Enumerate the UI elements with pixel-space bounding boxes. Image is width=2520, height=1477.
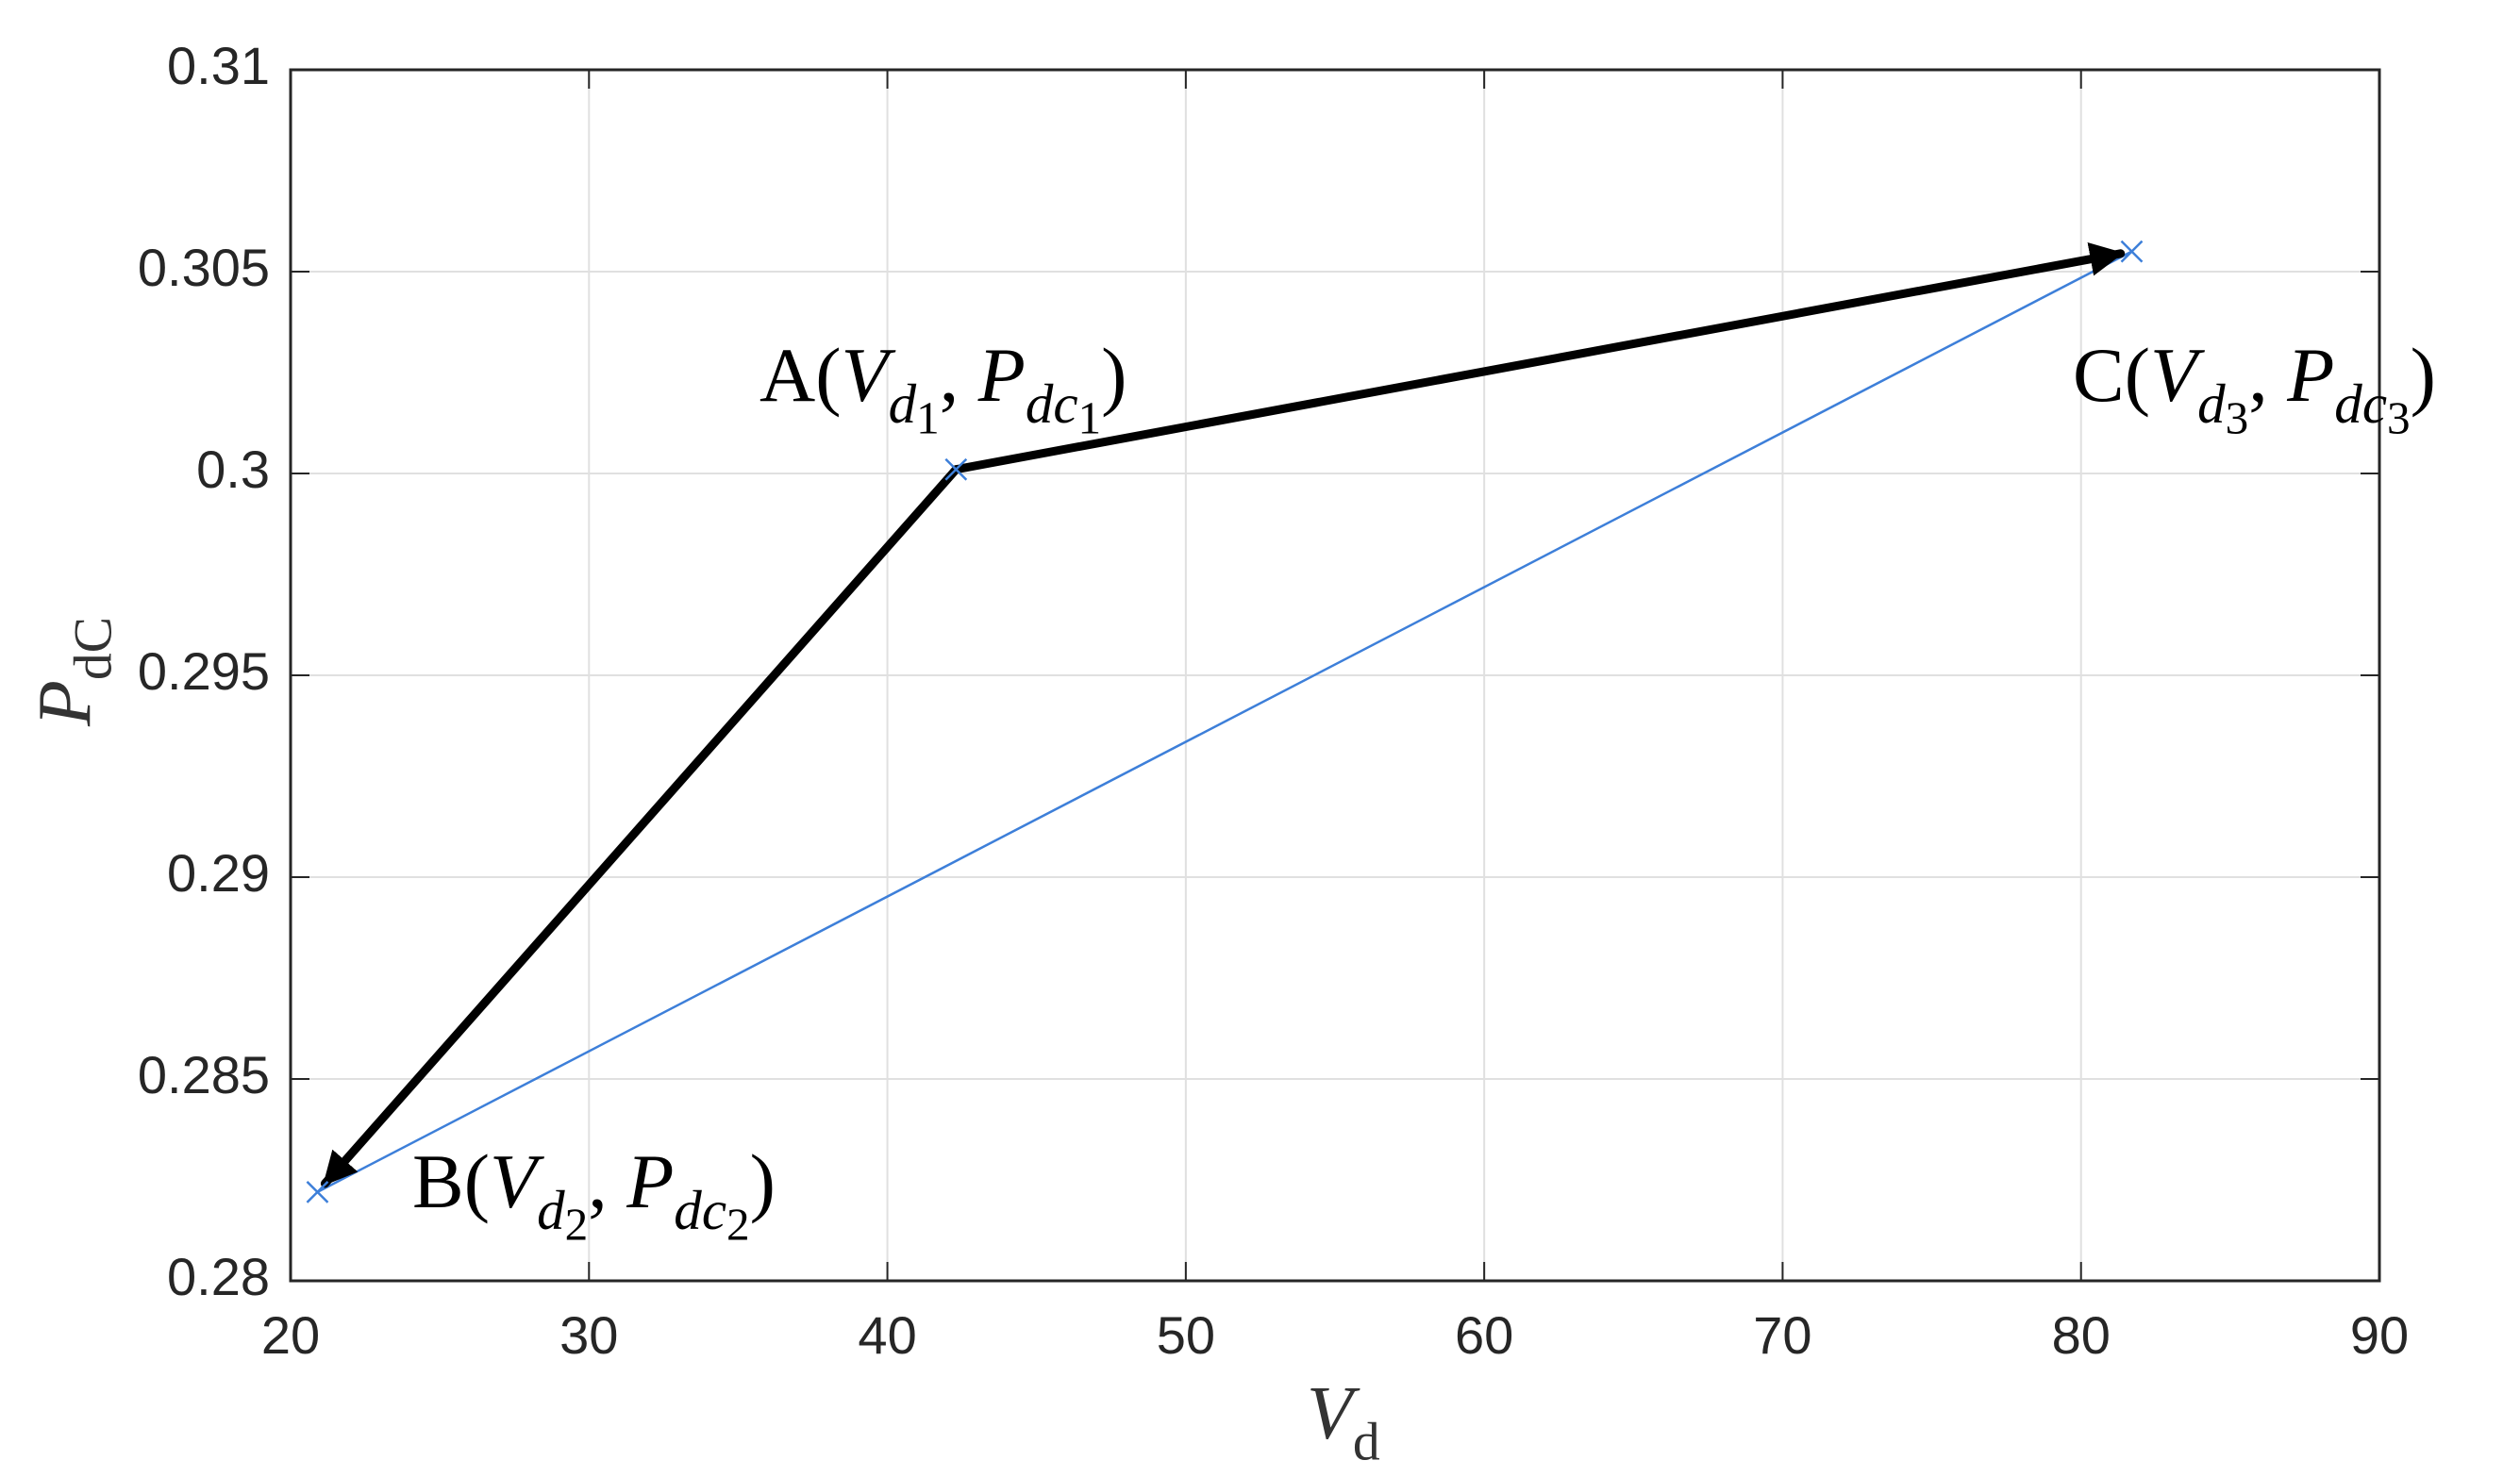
y-tick-label: 0.28 xyxy=(167,1247,270,1306)
label-part: V xyxy=(1307,1372,1360,1455)
x-tick-label: 50 xyxy=(1157,1305,1215,1365)
point-label: C(Vd3, Pdc3) xyxy=(2073,332,2436,443)
x-tick-label: 80 xyxy=(2052,1305,2111,1365)
label-part: dc xyxy=(674,1179,726,1241)
x-tick-label: 20 xyxy=(261,1305,320,1365)
label-part: , xyxy=(940,332,978,418)
label-part: 2 xyxy=(565,1198,589,1250)
label-part: dc xyxy=(2334,373,2387,435)
x-tick-label: 40 xyxy=(858,1305,916,1365)
label-part: B( xyxy=(412,1138,490,1224)
y-tick-label: 0.295 xyxy=(138,641,270,701)
arrow xyxy=(320,465,960,1188)
label-part: , xyxy=(2248,332,2287,418)
y-tick-label: 0.29 xyxy=(167,843,270,903)
label-part: 3 xyxy=(2387,391,2411,443)
connecting-line xyxy=(316,250,2133,1193)
y-tick-label: 0.285 xyxy=(138,1045,270,1104)
arrow xyxy=(951,241,2126,474)
label-part: d xyxy=(537,1179,565,1241)
label-part: ) xyxy=(2411,332,2436,418)
label-part: P xyxy=(24,680,107,727)
label-part: 1 xyxy=(916,391,940,443)
y-tick-label: 0.31 xyxy=(167,36,270,95)
label-part: , xyxy=(588,1138,626,1224)
y-tick-label: 0.305 xyxy=(138,238,270,297)
point-label: A(Vd1, Pdc1) xyxy=(759,332,1126,443)
label-part: d xyxy=(2197,373,2226,435)
x-tick-label: 30 xyxy=(559,1305,618,1365)
label-part: dc xyxy=(1026,373,1078,435)
x-tick-label: 70 xyxy=(1753,1305,1811,1365)
plot-frame xyxy=(289,68,2381,1283)
point-marker xyxy=(944,457,968,481)
x-axis-label: Vd xyxy=(1307,1372,1380,1471)
x-tick-label: 60 xyxy=(1455,1305,1513,1365)
point-marker xyxy=(306,1180,329,1203)
label-part: 1 xyxy=(1078,391,1102,443)
label-part: V xyxy=(2150,332,2205,418)
label-part: A( xyxy=(759,332,842,418)
label-part: P xyxy=(977,332,1026,418)
label-part: P xyxy=(626,1138,674,1224)
x-tick-label: 90 xyxy=(2350,1305,2409,1365)
point-label: B(Vd2, Pdc2) xyxy=(412,1138,776,1250)
label-part: V xyxy=(490,1138,544,1224)
label-part: d xyxy=(889,373,917,435)
label-part: P xyxy=(2286,332,2334,418)
label-part: C( xyxy=(2073,332,2150,418)
label-part: 2 xyxy=(726,1198,750,1250)
y-tick-label: 0.3 xyxy=(196,440,270,499)
label-part: ) xyxy=(750,1138,776,1224)
label-part: V xyxy=(842,332,896,418)
point-marker xyxy=(2120,240,2144,263)
y-axis-label: PdC xyxy=(24,617,123,727)
label-part: d xyxy=(1353,1412,1380,1471)
label-part: 3 xyxy=(2226,391,2249,443)
label-part: ) xyxy=(1101,332,1126,418)
label-part: dC xyxy=(63,617,123,680)
